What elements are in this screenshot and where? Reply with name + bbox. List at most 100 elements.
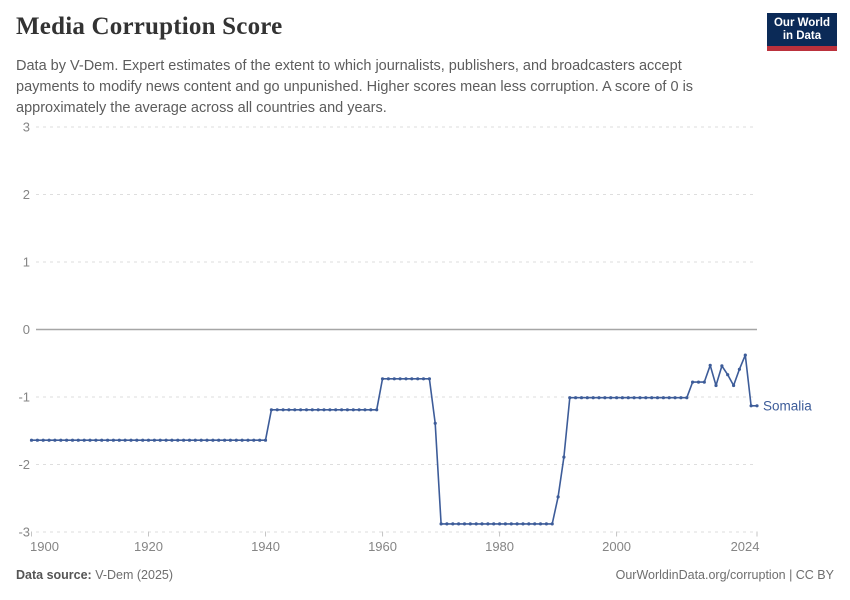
data-point[interactable] <box>217 438 221 442</box>
data-point[interactable] <box>509 522 513 526</box>
data-point[interactable] <box>70 438 75 442</box>
owid-logo[interactable]: Our World in Data <box>766 13 837 51</box>
data-point[interactable] <box>100 438 104 442</box>
data-point[interactable] <box>375 408 379 412</box>
data-point[interactable] <box>732 383 736 388</box>
data-point[interactable] <box>714 383 718 388</box>
data-point[interactable] <box>141 438 145 442</box>
data-point[interactable] <box>650 396 654 400</box>
series-somalia[interactable]: Somalia <box>29 353 812 526</box>
data-point[interactable] <box>258 438 262 442</box>
data-point[interactable] <box>246 438 250 442</box>
data-point[interactable] <box>152 438 156 442</box>
data-point[interactable] <box>129 438 133 442</box>
data-point[interactable] <box>585 396 589 400</box>
data-point[interactable] <box>182 438 186 442</box>
data-point[interactable] <box>386 377 390 381</box>
data-point[interactable] <box>597 396 601 400</box>
data-point[interactable] <box>269 408 273 412</box>
data-point[interactable] <box>503 522 507 526</box>
data-point[interactable] <box>164 438 168 442</box>
data-point[interactable] <box>76 438 80 442</box>
data-point[interactable] <box>755 404 759 408</box>
data-point[interactable] <box>29 438 34 442</box>
series-line[interactable] <box>31 354 758 525</box>
data-point[interactable] <box>357 408 361 412</box>
data-point[interactable] <box>363 408 367 412</box>
data-point[interactable] <box>281 408 285 412</box>
data-point[interactable] <box>468 522 472 526</box>
data-point[interactable] <box>737 367 742 371</box>
data-point[interactable] <box>293 408 297 412</box>
data-point[interactable] <box>591 396 595 400</box>
data-point[interactable] <box>556 495 560 499</box>
data-point[interactable] <box>410 377 414 381</box>
data-point[interactable] <box>146 438 151 442</box>
data-point[interactable] <box>743 353 747 357</box>
data-point[interactable] <box>392 377 396 381</box>
data-point[interactable] <box>106 438 110 442</box>
data-point[interactable] <box>609 396 613 400</box>
data-point[interactable] <box>521 522 525 526</box>
data-point[interactable] <box>544 522 549 526</box>
data-point[interactable] <box>702 380 706 384</box>
data-point[interactable] <box>673 396 677 400</box>
data-point[interactable] <box>299 408 303 412</box>
data-point[interactable] <box>123 438 127 442</box>
entity-label[interactable]: Somalia <box>763 398 812 413</box>
data-point[interactable] <box>445 522 449 526</box>
data-point[interactable] <box>632 396 636 400</box>
data-point[interactable] <box>708 363 712 367</box>
data-point[interactable] <box>457 522 461 526</box>
data-point[interactable] <box>749 404 753 408</box>
data-point[interactable] <box>655 396 660 400</box>
data-point[interactable] <box>474 522 478 526</box>
data-point[interactable] <box>316 408 320 412</box>
data-point[interactable] <box>304 408 309 412</box>
data-point[interactable] <box>568 396 572 400</box>
data-point[interactable] <box>47 438 51 442</box>
data-point[interactable] <box>223 438 227 442</box>
attribution-link[interactable]: OurWorldinData.org/corruption | CC BY <box>615 568 834 582</box>
data-point[interactable] <box>53 438 57 442</box>
data-point[interactable] <box>486 522 490 526</box>
data-point[interactable] <box>696 380 701 384</box>
data-point[interactable] <box>111 438 115 442</box>
data-point[interactable] <box>380 377 385 381</box>
data-point[interactable] <box>538 522 543 526</box>
data-point[interactable] <box>398 377 402 381</box>
data-point[interactable] <box>228 438 232 442</box>
data-point[interactable] <box>340 408 344 412</box>
data-point[interactable] <box>404 377 408 381</box>
data-point[interactable] <box>726 373 730 377</box>
data-point[interactable] <box>82 438 86 442</box>
data-point[interactable] <box>351 408 355 412</box>
data-point[interactable] <box>615 396 619 400</box>
data-point[interactable] <box>252 438 256 442</box>
data-point[interactable] <box>574 396 578 400</box>
data-point[interactable] <box>427 377 431 381</box>
data-point[interactable] <box>661 396 666 400</box>
data-point[interactable] <box>691 380 695 384</box>
data-point[interactable] <box>527 522 531 526</box>
data-point[interactable] <box>170 438 174 442</box>
data-point[interactable] <box>35 438 40 442</box>
data-point[interactable] <box>451 522 455 526</box>
data-point[interactable] <box>421 377 426 381</box>
data-point[interactable] <box>533 522 537 526</box>
data-point[interactable] <box>94 438 98 442</box>
data-point[interactable] <box>59 438 63 442</box>
data-point[interactable] <box>644 396 648 400</box>
data-point[interactable] <box>480 522 484 526</box>
data-point[interactable] <box>550 522 554 526</box>
data-point[interactable] <box>416 377 420 381</box>
data-point[interactable] <box>492 522 496 526</box>
data-point[interactable] <box>287 408 291 412</box>
data-point[interactable] <box>439 522 443 526</box>
data-point[interactable] <box>498 522 502 526</box>
data-point[interactable] <box>679 396 683 400</box>
data-point[interactable] <box>579 396 584 400</box>
data-point[interactable] <box>345 408 349 412</box>
data-point[interactable] <box>603 396 607 400</box>
